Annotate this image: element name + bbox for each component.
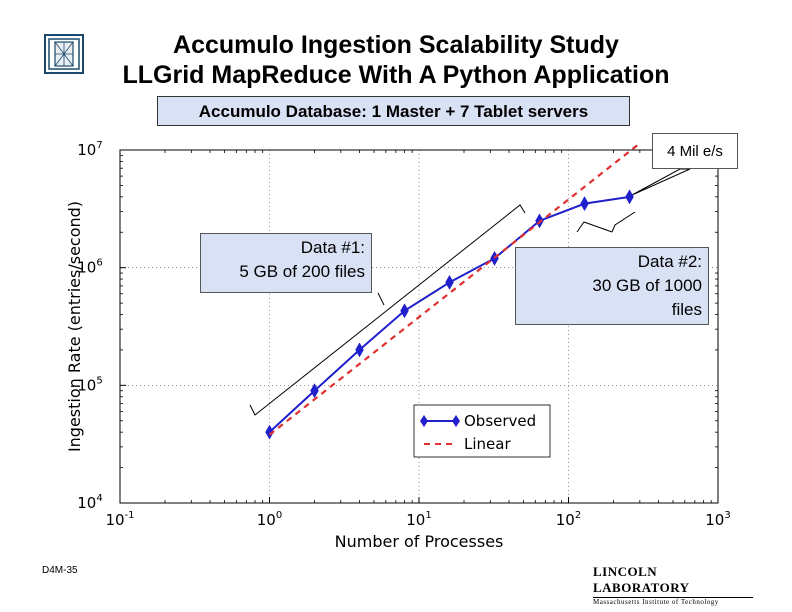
legend-marker <box>452 415 460 427</box>
org-name: LINCOLN LABORATORY <box>593 564 690 595</box>
linear-series-line <box>268 142 641 436</box>
observed-data-point <box>445 274 454 290</box>
data1-line2: 5 GB of 200 files <box>239 262 365 281</box>
mit-logo-icon <box>44 34 84 74</box>
data2-bracket-left <box>576 221 613 233</box>
observed-data-point <box>310 383 319 399</box>
data2-callout: Data #2: 30 GB of 1000 files <box>515 247 709 325</box>
legend-label-linear: Linear <box>464 435 511 453</box>
y-tick-label: 104 <box>77 493 102 512</box>
data2-line2: 30 GB of 1000 <box>592 276 702 295</box>
legend-label-observed: Observed <box>464 412 536 430</box>
database-config-box: Accumulo Database: 1 Master + 7 Tablet s… <box>157 96 630 126</box>
data1-pointer <box>377 292 385 306</box>
slide-title-line1: Accumulo Ingestion Scalability Study <box>173 31 619 59</box>
x-tick-label: 10-1 <box>105 510 134 529</box>
peak-callout: 4 Mil e/s <box>652 133 738 169</box>
data2-bracket <box>611 211 636 233</box>
legend-box <box>413 404 551 458</box>
data2-line1: Data #2: <box>637 252 702 271</box>
x-axis-label: Number of Processes <box>335 532 504 551</box>
org-subname: Massachusetts Institute of Technology <box>593 597 753 606</box>
observed-data-point <box>490 250 499 266</box>
observed-data-point <box>355 342 364 358</box>
observed-data-point <box>580 196 589 212</box>
x-tick-label: 100 <box>257 510 282 529</box>
x-tick-label: 103 <box>705 510 730 529</box>
observed-data-point <box>400 303 409 319</box>
legend-marker <box>420 415 428 427</box>
lincoln-lab-logo: LINCOLN LABORATORY Massachusetts Institu… <box>593 564 753 606</box>
y-tick-label: 107 <box>77 140 102 159</box>
x-tick-label: 101 <box>406 510 431 529</box>
callout-brackets <box>249 168 691 416</box>
y-axis-label: Ingestion Rate (entries/second) <box>65 201 84 452</box>
y-tick-label: 106 <box>77 258 102 277</box>
data1-line1: Data #1: <box>300 238 365 257</box>
data2-line3: files <box>671 300 702 319</box>
slide-title-line2: LLGrid MapReduce With A Python Applicati… <box>122 61 670 89</box>
observed-data-point <box>625 189 634 205</box>
data1-bracket <box>249 204 526 416</box>
x-tick-label: 102 <box>556 510 581 529</box>
observed-data-point <box>535 213 544 229</box>
data1-callout: Data #1: 5 GB of 200 files <box>200 233 372 293</box>
peak-pointer <box>631 168 691 196</box>
slide-code: D4M-35 <box>42 565 78 576</box>
observed-data-point <box>265 424 274 440</box>
y-tick-label: 105 <box>77 375 102 394</box>
